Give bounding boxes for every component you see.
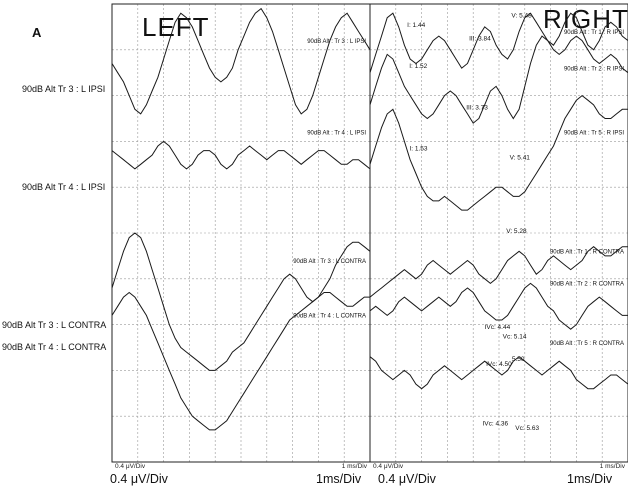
trace-label: 90dB Alt : Tr 1 : R CONTRA	[550, 250, 624, 256]
trace-label: 90dB Alt : Tr 2 : R IPSI	[564, 66, 624, 72]
waveform-trace	[369, 94, 628, 211]
peak-annotation: V: 5.48	[511, 13, 532, 20]
trace-label: 90dB Alt : Tr 5 : R CONTRA	[550, 341, 624, 347]
waveform-trace	[369, 12, 628, 73]
peak-annotation: Vc: 5.14	[503, 333, 527, 340]
side-label-tr3-l-contra: 90dB Alt Tr 3 : L CONTRA	[2, 320, 107, 330]
waveform-trace	[369, 35, 628, 124]
waveform-trace	[369, 282, 628, 330]
trace-label: 90dB Alt : Tr 4 : L CONTRA	[293, 314, 366, 320]
trace-label: 90dB Alt : Tr 5 : R IPSI	[564, 131, 624, 137]
left-panel-title: LEFT	[142, 12, 210, 42]
trace-label: 90dB Alt : Tr 1 : R IPSI	[564, 30, 624, 36]
trace-label: 90dB Alt : Tr 3 : L CONTRA	[293, 259, 366, 265]
left-amplitude-scale: 0.4 μV/Div	[110, 472, 168, 486]
peak-annotation: I: 1.52	[409, 63, 427, 70]
waveform-trace	[111, 291, 370, 431]
side-label-tr3-l-ipsi: 90dB Alt Tr 3 : L IPSI	[22, 84, 106, 94]
waveform-trace	[369, 356, 628, 390]
waveform-trace	[111, 232, 371, 371]
left-panel: 0.4 μV/Div 1 ms/Div 90dB Alt : Tr 3 : L IP…	[111, 3, 371, 470]
trace-label: 90dB Alt : Tr 2 : R CONTRA	[550, 282, 624, 288]
peak-annotation: IVc: 4.44	[485, 324, 511, 331]
right-time-scale: 1ms/Div	[567, 472, 613, 486]
trace-label: 90dB Alt : Tr 3 : L IPSI	[307, 39, 366, 45]
peak-annotation: I: 1.53	[409, 146, 427, 153]
right-panel-title: RIGHT	[543, 4, 628, 34]
inner-time-label: 1 ms/Div	[600, 463, 626, 470]
peak-annotation: V: 5.28	[506, 228, 527, 235]
peak-annotation: 5.50	[512, 356, 525, 363]
right-panel: 0.4 μV/Div 1 ms/Div 90dB Alt : Tr 1 : R IP…	[369, 3, 628, 470]
side-label-tr4-l-contra: 90dB Alt Tr 4 : L CONTRA	[2, 342, 107, 352]
panel-letter: A	[32, 25, 42, 40]
waveform-trace	[111, 7, 371, 115]
peak-annotation: I: 1.44	[407, 22, 425, 29]
waveform-trace	[369, 246, 628, 298]
side-label-tr4-l-ipsi: 90dB Alt Tr 4 : L IPSI	[22, 182, 106, 192]
inner-amplitude-label: 0.4 μV/Div	[115, 463, 146, 470]
peak-annotation: III: 3.84	[469, 36, 491, 43]
panel-frame	[369, 3, 628, 463]
inner-time-label: 1 ms/Div	[342, 463, 368, 470]
peak-annotation: Vc: 5.63	[515, 425, 539, 432]
right-amplitude-scale: 0.4 μV/Div	[378, 472, 436, 486]
peak-annotation: IVc: 4.50	[486, 361, 512, 368]
peak-annotation: III: 3.73	[466, 104, 488, 111]
left-time-scale: 1ms/Div	[316, 472, 362, 486]
inner-amplitude-label: 0.4 μV/Div	[373, 463, 404, 470]
peak-annotation: IVc: 4.36	[482, 420, 508, 427]
waveform-trace	[111, 140, 371, 170]
trace-label: 90dB Alt : Tr 4 : L IPSI	[307, 131, 366, 137]
peak-annotation: V: 5.41	[510, 155, 531, 162]
